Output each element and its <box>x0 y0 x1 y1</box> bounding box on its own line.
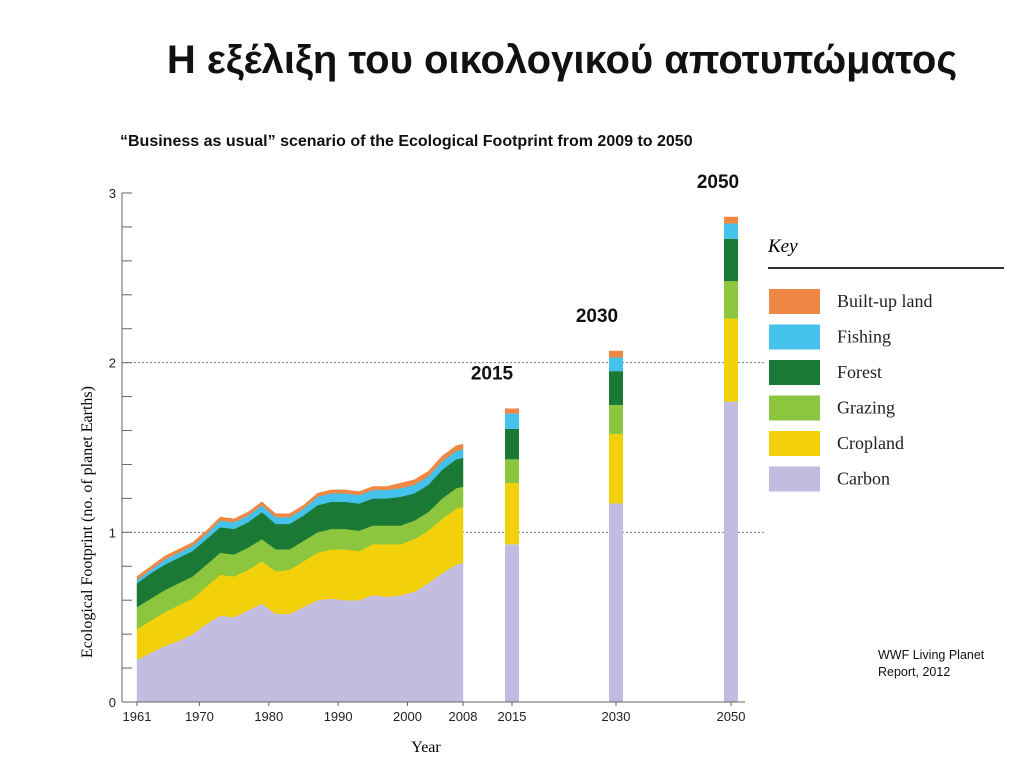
bar-2050-grazing <box>724 281 738 319</box>
bar-label-2050: 2050 <box>697 172 739 193</box>
bar-2050-cropland <box>724 318 738 402</box>
legend-swatch-grazing <box>769 395 820 421</box>
bar-2015-forest <box>505 428 519 460</box>
x-tick-label: 1961 <box>123 709 152 724</box>
legend: Key Built-up land Fishing Forest Grazing Cro… <box>767 236 1004 492</box>
bar-2030-fishing <box>609 357 623 372</box>
legend-swatch-built-up-land <box>769 289 820 314</box>
y-axis-label: Ecological Footprint (no. of planet Eart… <box>79 386 96 658</box>
bar-2030-carbon <box>609 503 623 702</box>
bar-2030-cropland <box>609 433 623 504</box>
bar-2015-carbon <box>505 544 519 702</box>
legend-label-cropland: Cropland <box>837 433 904 453</box>
legend-swatch-fishing <box>769 324 820 350</box>
x-tick-label: 1980 <box>254 709 283 724</box>
legend-label-built-up-land: Built-up land <box>837 291 933 311</box>
bar-2030-forest <box>609 371 623 406</box>
area-built-up-land <box>136 443 464 581</box>
bar-2015-fishing <box>505 413 519 429</box>
legend-label-carbon: Carbon <box>837 469 890 489</box>
projection-bar-layer: 2015 2030 2050 <box>471 172 739 702</box>
legend-label-forest: Forest <box>837 362 882 382</box>
bar-2050-fishing <box>724 223 738 239</box>
legend-swatch-cropland <box>769 431 820 456</box>
axis-layer: 0 1 2 3 1961 1970 1980 1990 2000 2008 2015 2030 2050 <box>109 186 746 724</box>
legend-swatch-carbon <box>769 466 820 492</box>
x-tick-label: 2015 <box>498 709 527 724</box>
bar-2015-built-up-land <box>505 408 519 414</box>
source-note: WWF Living Planet Report, 2012 <box>878 648 985 679</box>
x-tick-label: 1970 <box>185 709 214 724</box>
y-tick-label: 2 <box>109 356 116 371</box>
bar-2015-grazing <box>505 459 519 484</box>
y-tick-label: 1 <box>109 525 116 540</box>
x-axis-label: Year <box>411 739 441 756</box>
x-tick-label: 2008 <box>449 709 478 724</box>
legend-label-fishing: Fishing <box>837 327 891 347</box>
bar-2050-carbon <box>724 401 738 702</box>
bar-2050-forest <box>724 238 738 282</box>
y-tick-label: 3 <box>109 186 116 201</box>
y-tick-label: 0 <box>109 695 116 710</box>
legend-label-grazing: Grazing <box>837 398 895 418</box>
x-tick-label: 2030 <box>602 709 631 724</box>
slide-title: Η εξέλιξη του οικολογικού αποτυπώματος <box>166 38 958 82</box>
x-tick-label: 1990 <box>324 709 353 724</box>
bar-2030-built-up-land <box>609 350 623 358</box>
legend-title: Key <box>767 236 798 257</box>
bar-2050-built-up-land <box>724 216 738 224</box>
bar-2030-grazing <box>609 405 623 434</box>
bar-label-2015: 2015 <box>471 363 514 384</box>
x-tick-label: 2000 <box>393 709 422 724</box>
bar-2015-cropland <box>505 483 519 545</box>
stacked-area-layer <box>136 443 464 703</box>
chart-title: “Business as usual” scenario of the Ecol… <box>120 133 693 150</box>
legend-swatch-forest <box>769 360 820 385</box>
bar-label-2030: 2030 <box>576 306 618 327</box>
x-tick-label: 2050 <box>717 709 746 724</box>
